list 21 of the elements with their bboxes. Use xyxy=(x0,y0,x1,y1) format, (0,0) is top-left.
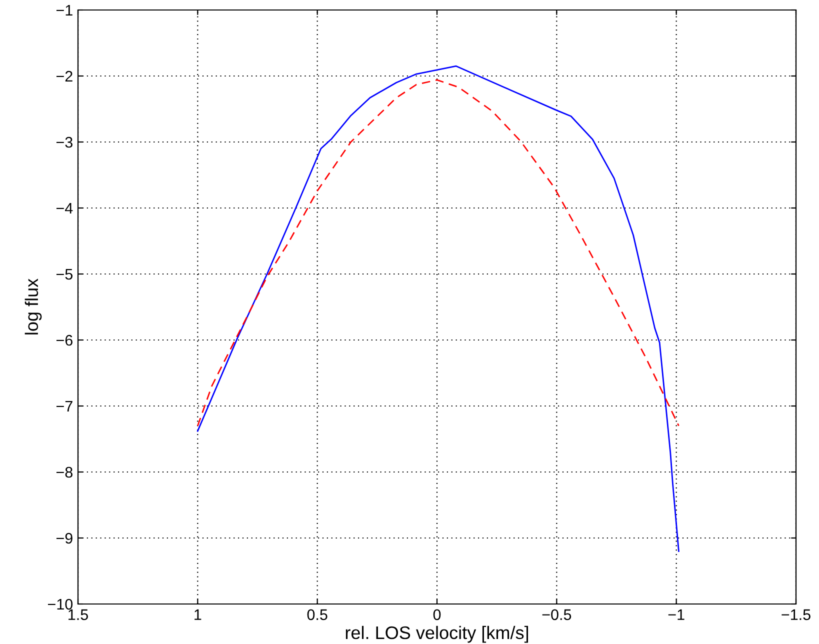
y-axis-title: log flux xyxy=(24,278,42,334)
y-tick-label: −8 xyxy=(56,466,72,478)
x-tick-label: 0 xyxy=(433,609,441,620)
x-axis-title: rel. LOS velocity [km/s] xyxy=(346,626,528,643)
x-tick-label: −1.5 xyxy=(782,609,810,620)
y-tick-label: −10 xyxy=(48,598,73,610)
x-tick-label: 0.5 xyxy=(307,609,328,620)
line-series xyxy=(196,65,680,552)
y-tick-label: −2 xyxy=(56,70,72,82)
y-tick-label: −6 xyxy=(56,334,72,346)
y-tick-label: −4 xyxy=(56,203,73,214)
x-tick-label: −0.5 xyxy=(542,609,572,620)
x-tick-label: −1 xyxy=(668,609,684,620)
y-tick-label: −1 xyxy=(56,5,72,16)
y-tick-label: −9 xyxy=(56,532,72,544)
x-tick-label: 1.5 xyxy=(68,609,88,620)
x-tick-label: 1 xyxy=(194,609,202,620)
line-series xyxy=(196,79,680,426)
y-tick-label: −5 xyxy=(56,269,72,280)
y-tick-label: −3 xyxy=(56,136,72,148)
y-tick-label: −7 xyxy=(56,401,72,412)
